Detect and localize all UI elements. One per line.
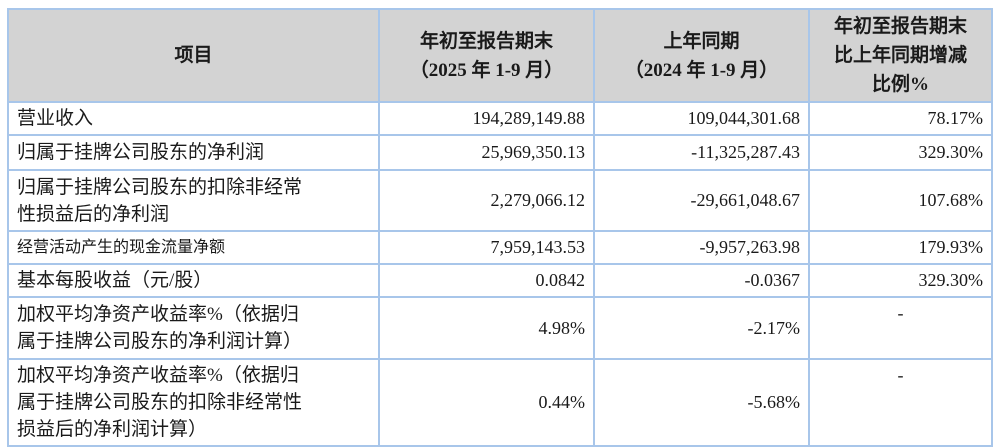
change-ratio-cell: 107.68% <box>808 169 993 232</box>
item-label-cell: 经营活动产生的现金流量净额 <box>7 230 380 265</box>
prior-period-value-cell: -0.0367 <box>593 263 810 298</box>
current-period-value-cell: 0.0842 <box>378 263 595 298</box>
change-ratio-cell: - <box>808 358 993 447</box>
prior-period-value-cell: -29,661,048.67 <box>593 169 810 232</box>
table-row: 归属于挂牌公司股东的净利润 25,969,350.13 -11,325,287.43… <box>7 134 993 171</box>
table-row: 加权平均净资产收益率%（依据归 属于挂牌公司股东的扣除非经常性 损益后的净利润计… <box>7 358 993 447</box>
item-label-cell: 营业收入 <box>7 101 380 136</box>
prior-period-value-cell: -11,325,287.43 <box>593 134 810 171</box>
table-row: 经营活动产生的现金流量净额 7,959,143.53 -9,957,263.98 17… <box>7 230 993 265</box>
current-period-value-cell: 2,279,066.12 <box>378 169 595 232</box>
table-row: 加权平均净资产收益率%（依据归 属于挂牌公司股东的净利润计算） 4.98% -2.1… <box>7 296 993 360</box>
table-row: 归属于挂牌公司股东的扣除非经常 性损益后的净利润 2,279,066.12 -29,… <box>7 169 993 232</box>
item-label-cell: 归属于挂牌公司股东的扣除非经常 性损益后的净利润 <box>7 169 380 232</box>
table-row: 营业收入 194,289,149.88 109,044,301.68 78.17% <box>7 101 993 136</box>
current-period-value-cell: 7,959,143.53 <box>378 230 595 265</box>
header-current-period: 年初至报告期末 （2025 年 1-9 月） <box>378 8 595 103</box>
change-ratio-cell: 329.30% <box>808 134 993 171</box>
header-prior-period: 上年同期 （2024 年 1-9 月） <box>593 8 810 103</box>
prior-period-value-cell: 109,044,301.68 <box>593 101 810 136</box>
prior-period-value-cell: -5.68% <box>593 358 810 447</box>
change-ratio-cell: 78.17% <box>808 101 993 136</box>
current-period-value-cell: 0.44% <box>378 358 595 447</box>
change-ratio-cell: 179.93% <box>808 230 993 265</box>
current-period-value-cell: 25,969,350.13 <box>378 134 595 171</box>
item-label-cell: 加权平均净资产收益率%（依据归 属于挂牌公司股东的扣除非经常性 损益后的净利润计… <box>7 358 380 447</box>
item-label-cell: 基本每股收益（元/股） <box>7 263 380 298</box>
header-change-ratio: 年初至报告期末 比上年同期增减 比例% <box>808 8 993 103</box>
current-period-value-cell: 194,289,149.88 <box>378 101 595 136</box>
item-label-cell: 加权平均净资产收益率%（依据归 属于挂牌公司股东的净利润计算） <box>7 296 380 360</box>
table-body: 营业收入 194,289,149.88 109,044,301.68 78.17% 归属… <box>7 101 993 447</box>
item-label-cell: 归属于挂牌公司股东的净利润 <box>7 134 380 171</box>
table-row: 基本每股收益（元/股） 0.0842 -0.0367 329.30% <box>7 263 993 298</box>
financial-summary-table: 项目 年初至报告期末 （2025 年 1-9 月） 上年同期 （2024 年 1… <box>7 8 993 447</box>
prior-period-value-cell: -2.17% <box>593 296 810 360</box>
change-ratio-cell: 329.30% <box>808 263 993 298</box>
change-ratio-cell: - <box>808 296 993 360</box>
header-row: 项目 年初至报告期末 （2025 年 1-9 月） 上年同期 （2024 年 1… <box>7 8 993 103</box>
header-item: 项目 <box>7 8 380 103</box>
prior-period-value-cell: -9,957,263.98 <box>593 230 810 265</box>
table-header: 项目 年初至报告期末 （2025 年 1-9 月） 上年同期 （2024 年 1… <box>7 8 993 103</box>
current-period-value-cell: 4.98% <box>378 296 595 360</box>
